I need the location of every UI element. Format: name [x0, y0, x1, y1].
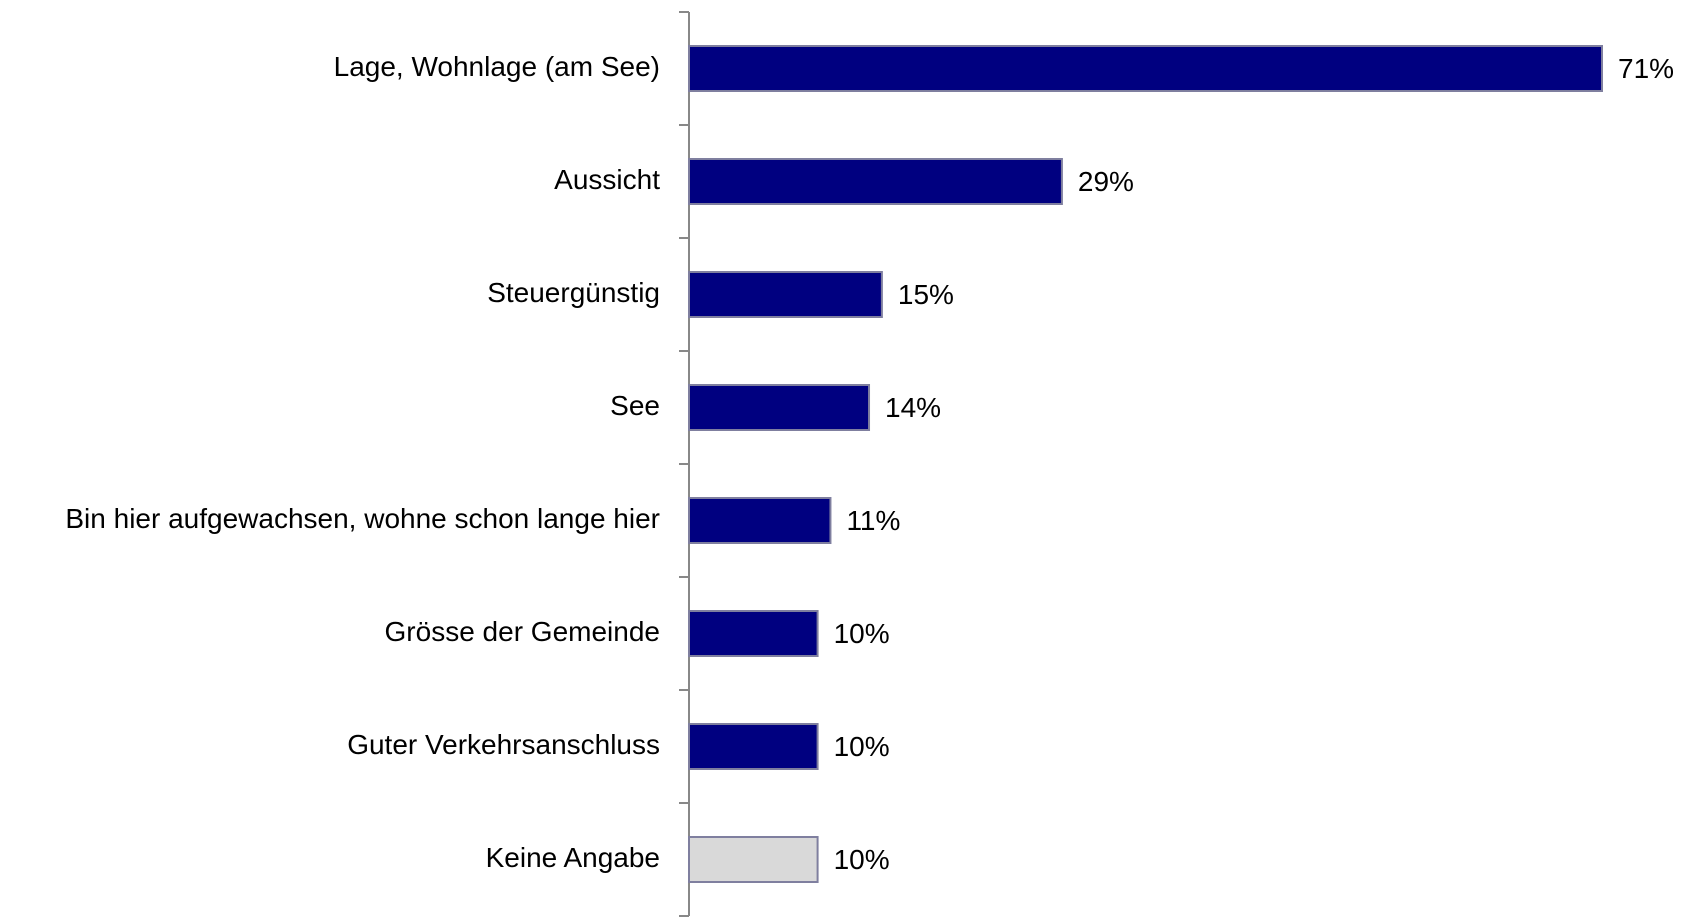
- bar: [688, 836, 819, 883]
- category-label: See: [610, 390, 660, 421]
- category-label: Guter Verkehrsanschluss: [347, 729, 660, 760]
- value-label: 14%: [885, 392, 941, 423]
- bar: [688, 271, 883, 318]
- category-label: Lage, Wohnlage (am See): [334, 51, 660, 82]
- bar: [688, 384, 871, 431]
- bar: [688, 158, 1063, 205]
- category-label: Keine Angabe: [486, 842, 660, 873]
- value-label: 71%: [1618, 53, 1674, 84]
- bar: [688, 723, 819, 770]
- value-label: 10%: [834, 618, 890, 649]
- bar: [688, 45, 1603, 92]
- category-label: Grösse der Gemeinde: [385, 616, 660, 647]
- value-label: 10%: [834, 731, 890, 762]
- category-label: Steuergünstig: [487, 277, 660, 308]
- bar: [688, 497, 832, 544]
- value-label: 10%: [834, 844, 890, 875]
- category-label: Aussicht: [554, 164, 660, 195]
- value-label: 29%: [1078, 166, 1134, 197]
- category-label: Bin hier aufgewachsen, wohne schon lange…: [65, 503, 660, 534]
- value-label: 11%: [846, 505, 900, 536]
- bar: [688, 610, 819, 657]
- value-label: 15%: [898, 279, 954, 310]
